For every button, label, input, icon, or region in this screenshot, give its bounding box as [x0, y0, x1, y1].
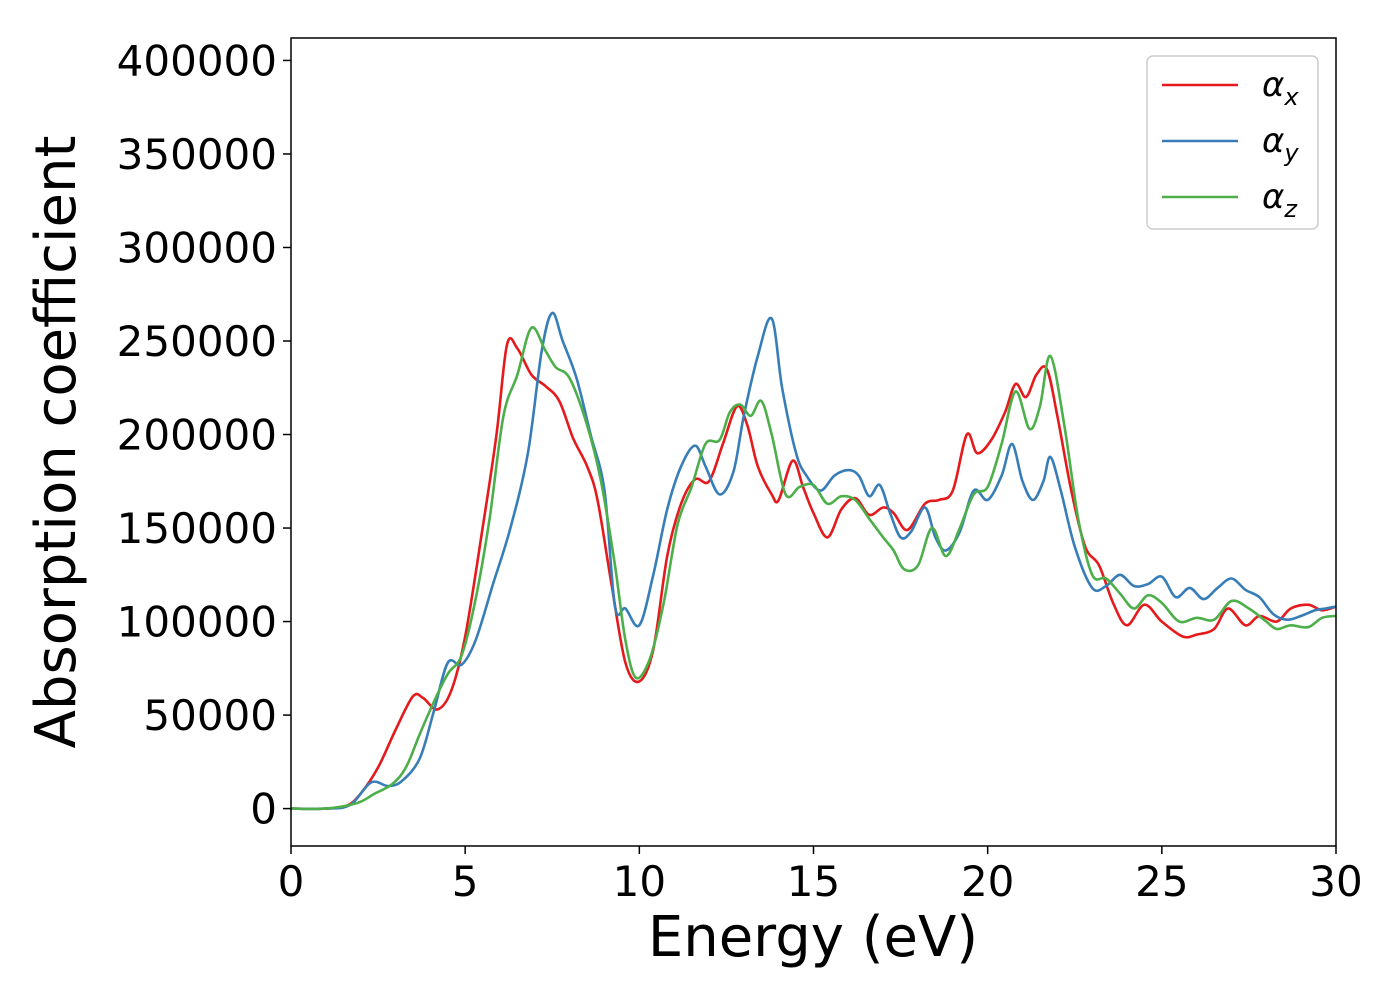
y-tick-label: 400000 — [117, 36, 277, 85]
series-line-alpha-x — [290, 336, 1337, 811]
series-line-alpha-z — [290, 326, 1337, 811]
legend-label-alpha-y: αy — [1262, 121, 1299, 167]
legend-label-alpha-x: αx — [1262, 65, 1299, 111]
y-tick-label: 200000 — [117, 411, 277, 460]
x-tick-label: 10 — [613, 857, 666, 906]
x-tick-label: 25 — [1135, 857, 1188, 906]
y-tick-label: 100000 — [117, 598, 277, 647]
legend-frame — [1146, 55, 1319, 230]
legend-label-subscript: x — [1283, 83, 1299, 111]
x-tick-label: 5 — [452, 857, 479, 906]
y-tick-label: 250000 — [117, 317, 277, 366]
x-tick-label: 0 — [278, 857, 305, 906]
x-tick-label: 30 — [1309, 857, 1362, 906]
legend-label-subscript: z — [1283, 195, 1298, 223]
y-axis-ticks: 0 50000 100000 150000 200000 250000 300000 3500… — [117, 36, 291, 834]
legend-label-subscript: y — [1283, 139, 1299, 167]
y-tick-label: 50000 — [143, 691, 277, 740]
x-axis-title: Energy (eV) — [648, 905, 978, 970]
y-axis-title: Absorption coefficient — [24, 136, 89, 749]
y-tick-label: 0 — [250, 785, 277, 834]
y-tick-label: 350000 — [117, 130, 277, 179]
y-tick-label: 150000 — [117, 504, 277, 553]
legend-label-alpha-z: αz — [1262, 177, 1298, 223]
legend-label-symbol: α — [1262, 65, 1284, 105]
x-axis-ticks: 0 5 10 15 20 25 30 — [278, 846, 1363, 906]
y-tick-label: 300000 — [117, 223, 277, 272]
x-tick-label: 20 — [961, 857, 1014, 906]
series-layer — [290, 311, 1337, 811]
legend-label-symbol: α — [1262, 177, 1284, 217]
legend-label-symbol: α — [1262, 121, 1284, 161]
x-tick-label: 15 — [787, 857, 840, 906]
series-line-alpha-y — [290, 311, 1337, 811]
